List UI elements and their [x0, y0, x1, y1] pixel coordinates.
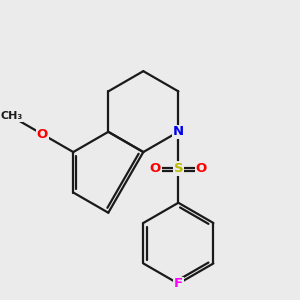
Text: N: N: [173, 125, 184, 138]
Text: CH₃: CH₃: [0, 111, 22, 121]
Text: O: O: [150, 162, 161, 175]
Text: S: S: [173, 162, 183, 175]
Text: O: O: [196, 162, 207, 175]
Text: O: O: [37, 128, 48, 141]
Text: F: F: [174, 277, 183, 290]
